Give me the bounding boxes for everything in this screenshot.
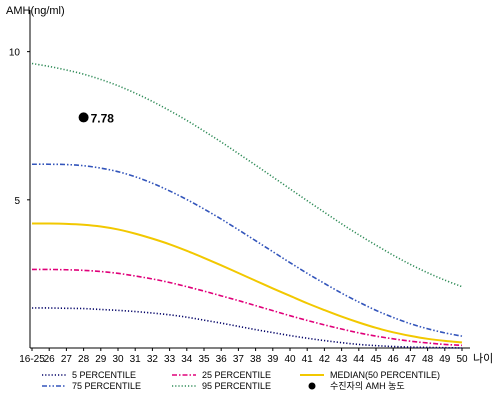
x-tick-label: 35: [198, 354, 210, 365]
x-tick-label: 40: [284, 354, 296, 365]
x-tick-label: 41: [302, 354, 314, 365]
x-tick-label: 48: [422, 354, 434, 365]
x-tick-label: 28: [78, 354, 90, 365]
x-tick-label: 16-25: [19, 354, 45, 365]
x-tick-label: 31: [130, 354, 142, 365]
legend-label-75-percentile: 75 PERCENTILE: [72, 381, 141, 391]
x-tick-label: 46: [388, 354, 400, 365]
legend-label-patient-point: 수진자의 AMH 농도: [330, 381, 405, 391]
legend-label-median-50-percentile: MEDIAN(50 PERCENTILE): [330, 370, 440, 380]
series-line-95-percentile: [31, 62, 463, 288]
series-line-25-percentile: [31, 268, 463, 347]
patient-amh-value-label: 7.78: [91, 111, 115, 125]
x-tick-label: 30: [112, 354, 124, 365]
patient-amh-point: [78, 112, 89, 123]
x-tick-label: 29: [95, 354, 107, 365]
x-tick-label: 27: [61, 354, 73, 365]
x-tick-label: 26: [44, 354, 56, 365]
legend-label-5-percentile: 5 PERCENTILE: [72, 370, 136, 380]
x-tick-label: 43: [336, 354, 348, 365]
series-line-5-percentile: [31, 307, 463, 349]
y-tick-label: 5: [14, 196, 20, 207]
legend-label-25-percentile: 25 PERCENTILE: [202, 370, 271, 380]
x-tick-label: 38: [250, 354, 262, 365]
x-tick-label: 47: [405, 354, 417, 365]
x-tick-label: 45: [370, 354, 382, 365]
legend-label-95-percentile: 95 PERCENTILE: [202, 381, 271, 391]
x-tick-label: 50: [456, 354, 468, 365]
x-tick-label: 37: [233, 354, 245, 365]
x-tick-label: 49: [439, 354, 451, 365]
x-tick-label: 44: [353, 354, 365, 365]
series-lines: [31, 62, 463, 349]
x-tick-label: 42: [319, 354, 331, 365]
legend-swatch-patient-point: [308, 382, 316, 390]
y-axis-label: AMH(ng/ml): [6, 5, 65, 17]
legend: 5 PERCENTILE 25 PERCENTILE MEDIAN(50 PERCE…: [42, 370, 440, 391]
patient-point-layer: 7.78: [78, 111, 115, 125]
x-tick-label: 36: [216, 354, 228, 365]
x-axis-label: 나이: [473, 352, 493, 365]
x-tick-label: 34: [181, 354, 193, 365]
x-tick-label: 32: [147, 354, 159, 365]
series-line-median-50-percentile: [31, 222, 463, 344]
x-tick-label: 33: [164, 354, 176, 365]
y-tick-label: 10: [9, 48, 21, 59]
x-tick-label: 39: [267, 354, 279, 365]
series-line-75-percentile: [31, 163, 463, 337]
